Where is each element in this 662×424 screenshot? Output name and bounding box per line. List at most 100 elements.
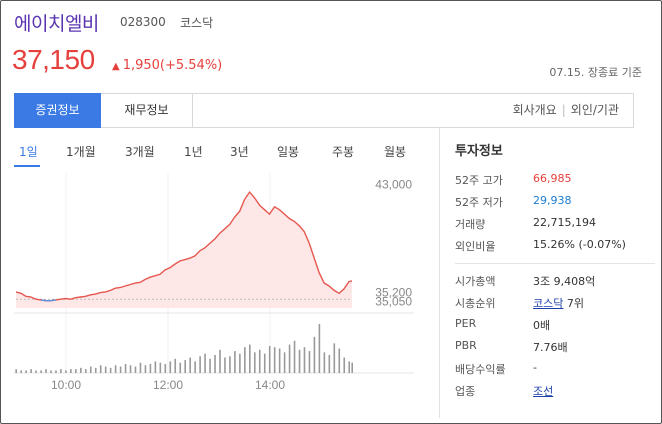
volume-bar	[293, 340, 296, 373]
period-tabs: 1일 1개월 3개월 1년 3년 일봉 주봉 월봉	[14, 139, 424, 167]
info-link[interactable]: 조선	[533, 385, 554, 398]
volume-bar	[229, 356, 231, 373]
info-link[interactable]: 코스닥	[533, 297, 564, 310]
link-company-overview[interactable]: 회사개요	[512, 103, 557, 117]
volume-bar	[308, 351, 311, 373]
volume-bar	[214, 354, 216, 373]
volume-bar	[333, 343, 336, 373]
tab-financial-info[interactable]: 재무정보	[101, 93, 193, 128]
info-value: 3조 9,408억	[533, 275, 596, 288]
info-label: 52주 고가	[455, 174, 503, 187]
volume-bar	[298, 349, 301, 373]
y-tick-label: 35,050	[375, 294, 412, 308]
volume-bar	[169, 361, 172, 373]
period-tab-1d[interactable]: 1일	[19, 145, 38, 159]
volume-bar	[109, 367, 112, 373]
info-group-a: 52주 고가 66,985 52주 저가 29,938 거래량 22,715,194 외인비…	[455, 169, 645, 257]
volume-bar	[65, 370, 67, 373]
info-row: 외인비율 15.26% (-0.07%)	[455, 235, 645, 257]
as-of-timestamp: 07.15. 장종료 기준	[549, 66, 642, 79]
tab-right-links: 회사개요 | 외인/기관	[513, 94, 619, 127]
info-label: 업종	[455, 385, 476, 398]
volume-bar	[224, 357, 226, 373]
volume-bar	[283, 352, 286, 373]
volume-bar	[268, 345, 271, 373]
price-line-below-baseline	[40, 299, 56, 302]
investment-info-title: 투자정보	[455, 144, 503, 159]
y-tick-label: 43,000	[375, 178, 412, 192]
info-row: 시총순위 코스닥 7위	[455, 292, 645, 314]
volume-bar	[154, 361, 157, 373]
volume-bar	[84, 369, 87, 373]
volume-bar	[234, 351, 236, 373]
info-value: 22,715,194	[533, 216, 596, 229]
info-value: 코스닥 7위	[533, 297, 584, 310]
volume-bar	[15, 369, 17, 373]
volume-bar	[89, 366, 92, 373]
volume-bar	[104, 366, 107, 373]
volume-bar	[99, 365, 102, 373]
info-value: -	[533, 361, 537, 374]
volume-bar	[253, 352, 256, 373]
volume-bar	[244, 347, 246, 373]
volume-bar	[258, 349, 261, 373]
period-tab-underline	[14, 165, 40, 167]
x-tick-label: 12:00	[153, 378, 183, 392]
company-name[interactable]: 에이치엘비	[14, 13, 99, 35]
info-row: PER 0배	[455, 314, 645, 336]
period-tab-3y[interactable]: 3년	[230, 145, 249, 159]
volume-bar	[75, 369, 77, 373]
period-tab-3m[interactable]: 3개월	[125, 145, 155, 159]
period-tab-monthly[interactable]: 월봉	[384, 145, 407, 159]
info-row: 시가총액 3조 9,408억	[455, 270, 645, 292]
info-divider	[455, 263, 655, 264]
volume-bar	[149, 363, 152, 373]
info-label: 52주 저가	[455, 196, 503, 209]
price-change-value: 1,950(+5.54%)	[122, 58, 223, 73]
y-tick-label: 35,200	[375, 286, 412, 300]
volume-bar	[209, 358, 211, 373]
period-tab-1y[interactable]: 1년	[184, 145, 203, 159]
volume-bar	[351, 362, 353, 373]
info-label: PER	[455, 317, 477, 330]
x-tick-label: 10:00	[51, 378, 81, 392]
volume-bar	[323, 352, 326, 373]
chart-panel: 1일 1개월 3개월 1년 3년 일봉 주봉 월봉 43,000 35,200 35…	[14, 128, 440, 418]
info-row: PBR 7.76배	[455, 336, 645, 358]
volume-bar	[25, 370, 27, 373]
info-tabs: 증권정보 재무정보 회사개요 | 외인/기관	[14, 93, 634, 128]
volume-bar	[263, 353, 266, 373]
period-tab-daily[interactable]: 일봉	[277, 145, 300, 159]
info-value: 66,985	[533, 172, 572, 185]
period-tab-weekly[interactable]: 주봉	[332, 145, 355, 159]
volume-bar	[184, 360, 186, 373]
info-label: 시가총액	[455, 275, 496, 288]
volume-bar	[139, 362, 142, 373]
tab-securities-info[interactable]: 증권정보	[14, 93, 101, 128]
volume-bar	[144, 365, 147, 373]
volume-bar	[343, 357, 346, 373]
volume-bar	[45, 369, 47, 373]
volume-bar	[40, 370, 42, 373]
info-label: 외인비율	[455, 240, 496, 253]
volume-bar	[249, 344, 251, 373]
volume-bar	[129, 365, 132, 373]
x-tick-label: 14:00	[255, 378, 285, 392]
volume-bar	[114, 365, 117, 373]
volume-bar	[134, 366, 137, 373]
volume-bar	[174, 358, 177, 373]
period-tab-1m[interactable]: 1개월	[66, 145, 96, 159]
volume-bar	[303, 347, 306, 373]
link-foreign-institution[interactable]: 외인/기관	[570, 103, 619, 117]
stock-code: 028300	[120, 15, 166, 29]
investment-info-panel: 투자정보 52주 고가 66,985 52주 저가 29,938 거래량 22,715,1…	[455, 140, 655, 402]
volume-bar	[179, 362, 182, 373]
volume-bar	[278, 348, 281, 373]
info-row: 52주 고가 66,985	[455, 169, 645, 191]
info-value: 15.26% (-0.07%)	[533, 238, 626, 251]
volume-bar	[50, 370, 52, 373]
info-label: 배당수익률	[455, 363, 506, 376]
volume-bar	[164, 363, 167, 373]
